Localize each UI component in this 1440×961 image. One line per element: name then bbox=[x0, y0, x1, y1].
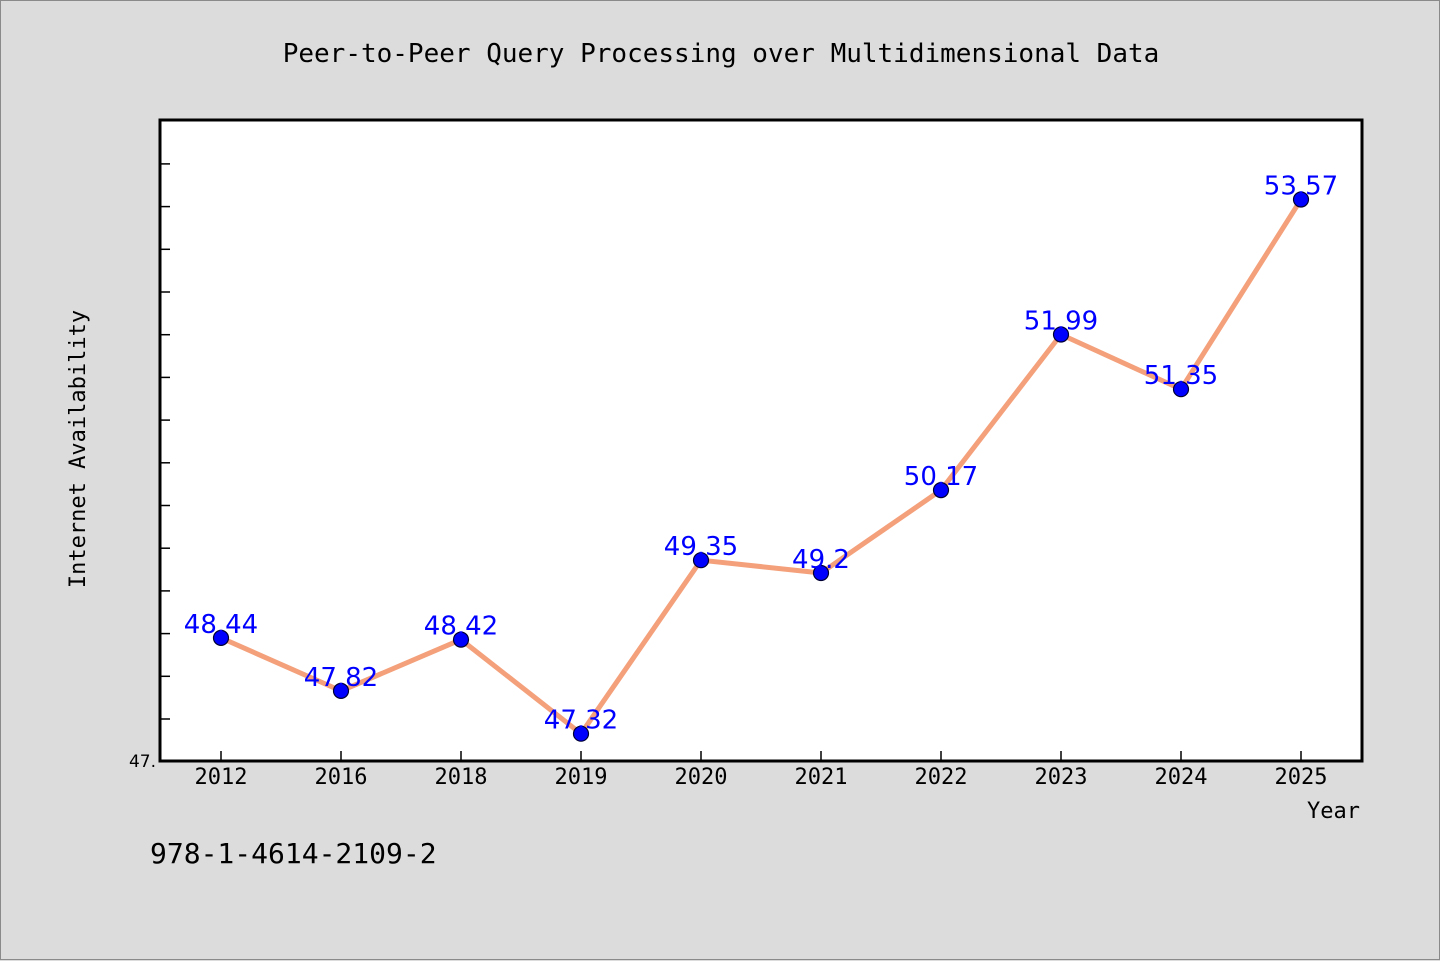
data-point bbox=[932, 482, 950, 499]
data-label: 47.32 bbox=[544, 706, 618, 736]
data-label: 47.82 bbox=[304, 663, 378, 693]
x-tick-label: 2022 bbox=[915, 765, 968, 790]
plot-area bbox=[158, 118, 1364, 763]
x-axis-ticks: 2012 2016 2018 2019 2020 2021 2022 2023 2024 2025 bbox=[195, 751, 1328, 790]
data-label: 49.2 bbox=[792, 545, 850, 575]
data-point bbox=[452, 631, 470, 648]
chart-title: Peer-to-Peer Query Processing over Multi… bbox=[283, 39, 1160, 69]
data-point bbox=[692, 552, 710, 569]
data-label: 50.17 bbox=[904, 462, 978, 492]
data-point bbox=[1172, 381, 1190, 398]
x-tick-label: 2025 bbox=[1275, 765, 1328, 790]
data-point bbox=[1292, 191, 1310, 208]
y-tick-label: 47. bbox=[129, 752, 156, 772]
data-label: 53.57 bbox=[1264, 172, 1338, 202]
x-tick-label: 2012 bbox=[195, 765, 248, 790]
x-tick-label: 2019 bbox=[555, 765, 608, 790]
x-tick-label: 2018 bbox=[435, 765, 488, 790]
series-line bbox=[218, 197, 1304, 737]
data-label: 51.99 bbox=[1024, 307, 1098, 337]
data-point bbox=[212, 629, 230, 647]
isbn-footnote: 978-1-4614-2109-2 bbox=[150, 837, 437, 870]
data-label: 48.42 bbox=[424, 612, 498, 642]
y-axis-title: Internet Availability bbox=[66, 310, 91, 588]
y-axis-ticks bbox=[160, 163, 170, 720]
x-tick-label: 2020 bbox=[675, 765, 728, 790]
data-label: 51.35 bbox=[1144, 361, 1218, 391]
data-point bbox=[332, 682, 350, 700]
x-tick-label: 2023 bbox=[1035, 765, 1088, 790]
x-tick-label: 2024 bbox=[1155, 765, 1208, 790]
data-markers bbox=[212, 191, 1310, 742]
data-point bbox=[572, 725, 590, 742]
x-tick-label: 2016 bbox=[315, 765, 368, 790]
data-point bbox=[812, 564, 830, 582]
x-axis-title: Year bbox=[1307, 799, 1360, 824]
data-labels: 48.44 47.82 48.42 47.32 49.35 49.2 50.17 51.99 5… bbox=[184, 172, 1338, 736]
data-point bbox=[1052, 326, 1070, 343]
data-label: 48.44 bbox=[184, 610, 258, 640]
x-tick-label: 2021 bbox=[795, 765, 848, 790]
data-label: 49.35 bbox=[664, 532, 738, 562]
